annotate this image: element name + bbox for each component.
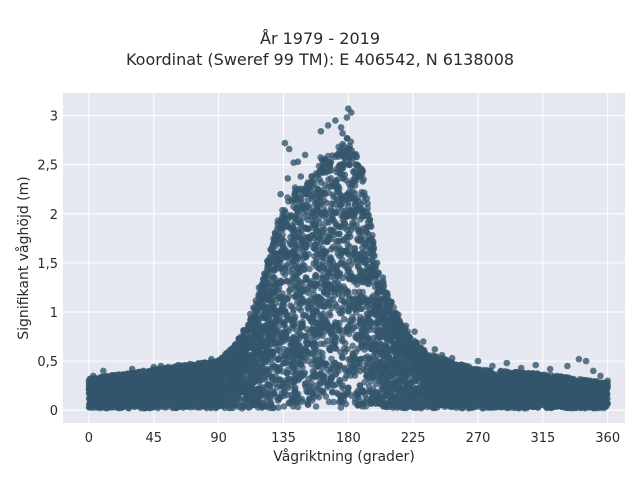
data-point: [329, 243, 337, 251]
data-points: [85, 105, 611, 412]
data-point: [286, 287, 293, 294]
chart-subtitle: Koordinat (Sweref 99 TM): E 406542, N 61…: [125, 50, 515, 69]
data-point: [361, 378, 368, 386]
data-point: [313, 185, 321, 192]
data-point: [306, 265, 313, 273]
data-point: [340, 315, 348, 323]
data-point: [323, 199, 331, 207]
data-point: [323, 337, 331, 345]
chart-title: År 1979 - 2019: [260, 29, 380, 48]
data-point: [304, 197, 312, 204]
data-point: [364, 218, 372, 226]
data-point: [349, 342, 357, 350]
data-point: [283, 295, 291, 303]
data-point: [379, 369, 386, 377]
data-point: [337, 404, 345, 411]
data-point: [273, 346, 281, 354]
